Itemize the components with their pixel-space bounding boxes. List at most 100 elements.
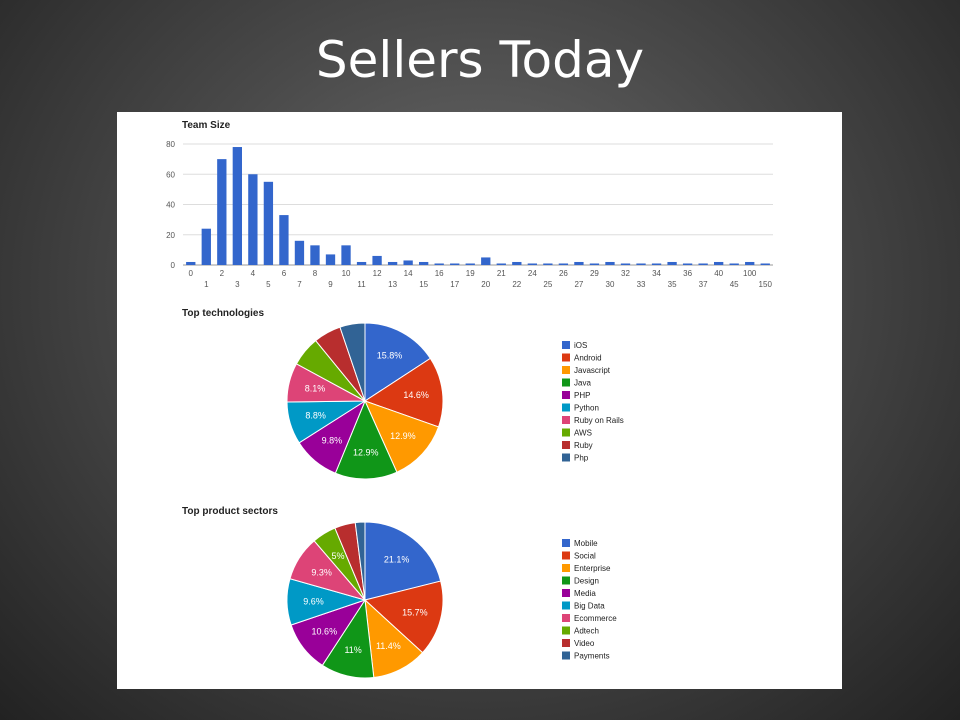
bar [745, 261, 755, 265]
bar [636, 263, 646, 265]
bar [310, 245, 320, 265]
legend-swatch [562, 639, 570, 647]
bar [714, 261, 724, 265]
legend-label: Ecommerce [574, 614, 617, 623]
legend-label: Javascript [574, 366, 611, 375]
x-tick-label: 100 [743, 269, 757, 278]
x-tick-label: 2 [220, 269, 225, 278]
x-tick-label: 27 [574, 280, 583, 289]
legend-swatch [562, 353, 570, 362]
legend-label: Payments [574, 652, 610, 661]
x-tick-label: 150 [759, 280, 773, 289]
pie-slice [363, 357, 444, 428]
x-tick-label: 30 [606, 280, 615, 289]
slice-label: 9.6% [303, 596, 324, 606]
bar [682, 263, 693, 265]
bar [201, 228, 211, 265]
bar [543, 263, 553, 265]
bar [186, 261, 196, 265]
pie-slice [364, 521, 442, 601]
bar [403, 260, 413, 265]
legend-label: Python [574, 404, 599, 413]
slice-label: 11% [344, 645, 361, 655]
legend-label: Social [574, 552, 596, 561]
y-tick-label: 0 [171, 261, 176, 270]
x-tick-label: 24 [528, 269, 537, 278]
x-tick-label: 16 [435, 269, 444, 278]
bar [419, 261, 429, 265]
bar [481, 257, 491, 265]
bar [620, 263, 631, 265]
x-tick-label: 6 [282, 269, 287, 278]
legend-swatch [562, 441, 570, 449]
x-tick-label: 22 [512, 280, 521, 289]
legend-swatch [562, 564, 570, 572]
legend-swatch [562, 651, 570, 660]
pie-slice [339, 322, 366, 402]
x-tick-label: 15 [419, 280, 428, 289]
bar [325, 254, 336, 265]
slice-label: 8.8% [305, 411, 326, 421]
slice-label: 12.9% [390, 431, 416, 441]
slice-label: 15.8% [377, 351, 403, 361]
x-tick-label: 29 [590, 269, 599, 278]
x-tick-label: 33 [637, 280, 646, 289]
legend-label: Big Data [574, 602, 605, 611]
bar [605, 261, 615, 265]
bar [698, 263, 708, 265]
bar-chart-title: Team Size [182, 120, 231, 131]
legend-label: Enterprise [574, 564, 611, 573]
bar [465, 263, 475, 265]
legend-swatch [562, 601, 570, 610]
x-tick-label: 11 [357, 280, 366, 289]
bar [372, 255, 382, 265]
bar [651, 263, 662, 265]
bar [294, 240, 305, 265]
x-tick-label: 45 [730, 280, 739, 289]
pie-slice [334, 399, 398, 480]
legend-label: Design [574, 577, 599, 586]
legend-label: Ruby [574, 441, 593, 450]
pie-chart-title: Top product sectors [182, 506, 278, 517]
slice-label: 12.9% [353, 447, 379, 457]
legend-swatch [562, 341, 570, 349]
slice-label: 11.4% [376, 641, 401, 651]
x-tick-label: 10 [342, 269, 351, 278]
slice-label: 8.1% [305, 384, 326, 394]
bar [496, 263, 506, 265]
legend-label: Video [574, 639, 595, 648]
legend-swatch [562, 428, 570, 437]
slide-title: Sellers Today [315, 31, 645, 89]
x-tick-label: 12 [373, 269, 382, 278]
slice-label: 21.1% [384, 554, 410, 564]
x-tick-label: 7 [297, 280, 302, 289]
bar [667, 261, 677, 265]
legend-swatch [562, 626, 570, 635]
legend-label: Mobile [574, 539, 598, 548]
legend-swatch [562, 589, 570, 597]
x-tick-label: 13 [388, 280, 397, 289]
y-tick-label: 40 [166, 201, 175, 210]
bar [512, 261, 522, 265]
x-tick-label: 5 [266, 280, 271, 289]
legend-label: Java [574, 379, 591, 388]
legend-swatch [562, 366, 570, 374]
x-tick-label: 21 [497, 269, 506, 278]
x-tick-label: 8 [313, 269, 318, 278]
pie-slice [364, 322, 432, 402]
bar [232, 147, 242, 265]
legend-label: Adtech [574, 627, 599, 636]
x-tick-label: 19 [466, 269, 475, 278]
x-tick-label: 0 [189, 269, 194, 278]
x-tick-label: 14 [404, 269, 413, 278]
x-tick-label: 26 [559, 269, 568, 278]
legend-swatch [562, 576, 570, 585]
x-tick-label: 37 [699, 280, 708, 289]
legend-label: Media [574, 589, 596, 598]
x-tick-label: 9 [328, 280, 333, 289]
bar [341, 245, 351, 265]
pie-chart-title: Top technologies [182, 308, 264, 319]
chart-panel: Team Size 0 20 40 60 80 0 1 2 3 4 5 6 7 8 9 10 11 12 13 14 15… [117, 112, 842, 689]
bar [248, 174, 258, 265]
x-tick-label: 17 [450, 280, 459, 289]
